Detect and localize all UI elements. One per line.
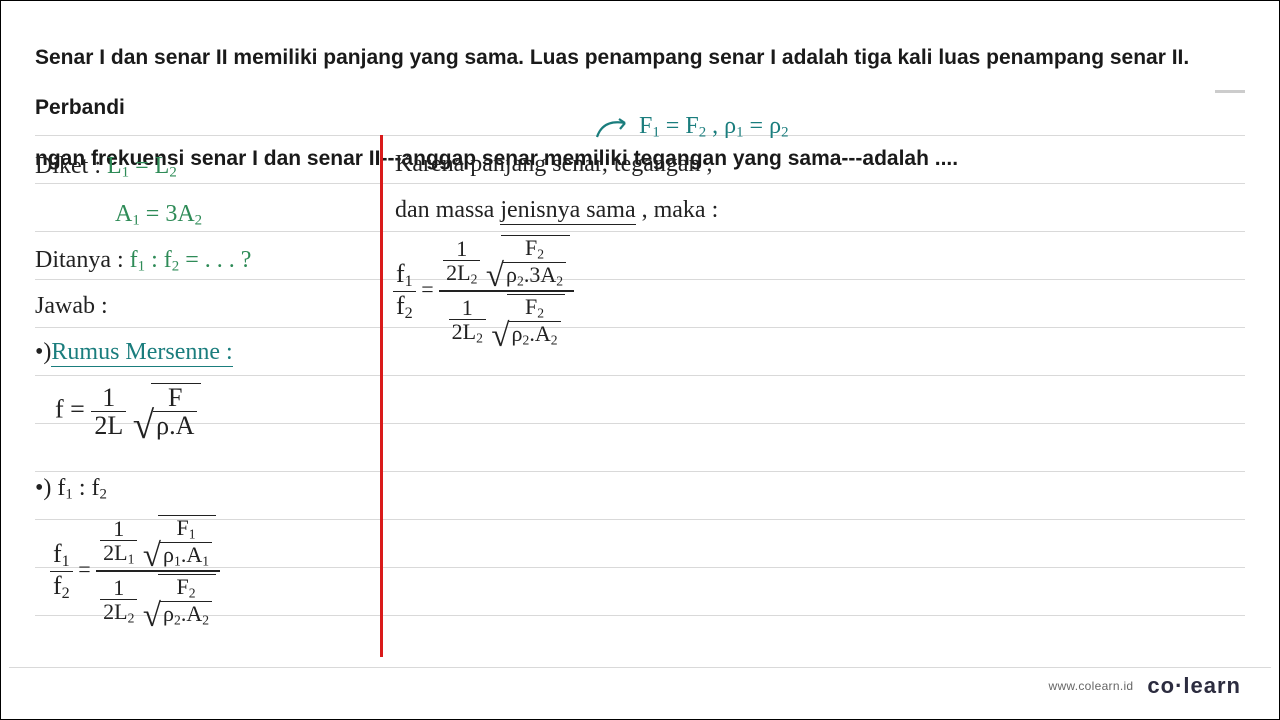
jawab-label: Jawab : xyxy=(35,293,108,320)
explanation-line2: dan massa jenisnya sama , maka : xyxy=(395,197,718,224)
mersenne-formula: f = 12L √ Fρ.A xyxy=(55,383,201,440)
ruled-notebook-area: F1 = F2 , ρ1 = ρ2 Diket : L1 = L2 A1 = 3… xyxy=(35,135,1245,657)
arrow-icon xyxy=(595,117,635,139)
explanation-line1: Karena panjang senar, tegangan , xyxy=(395,151,713,178)
ratio-equation-right: f1 f2 = 12L2 √ F2 ρ2.3A2 12L2 √ xyxy=(393,235,574,348)
ratio-equation-left: f1 f2 = 12L1 √ F1 ρ1.A1 12L2 √ xyxy=(50,515,220,628)
diket-label: Diket : L1 = L2 xyxy=(35,153,177,182)
margin-divider xyxy=(380,135,383,657)
ditanya-label: Ditanya : f1 : f2 = . . . ? xyxy=(35,247,251,276)
footer-brand: co·learn xyxy=(1147,673,1241,699)
given-area: A1 = 3A2 xyxy=(115,201,202,230)
annotation-equalities: F1 = F2 , ρ1 = ρ2 xyxy=(639,113,789,142)
footer-url: www.colearn.id xyxy=(1049,679,1134,693)
rumus-heading: •)Rumus Mersenne : xyxy=(35,339,233,366)
footer: www.colearn.id co·learn xyxy=(9,667,1271,703)
ratio-heading: •) f1 : f2 xyxy=(35,475,107,504)
scroll-hint xyxy=(1215,90,1245,93)
